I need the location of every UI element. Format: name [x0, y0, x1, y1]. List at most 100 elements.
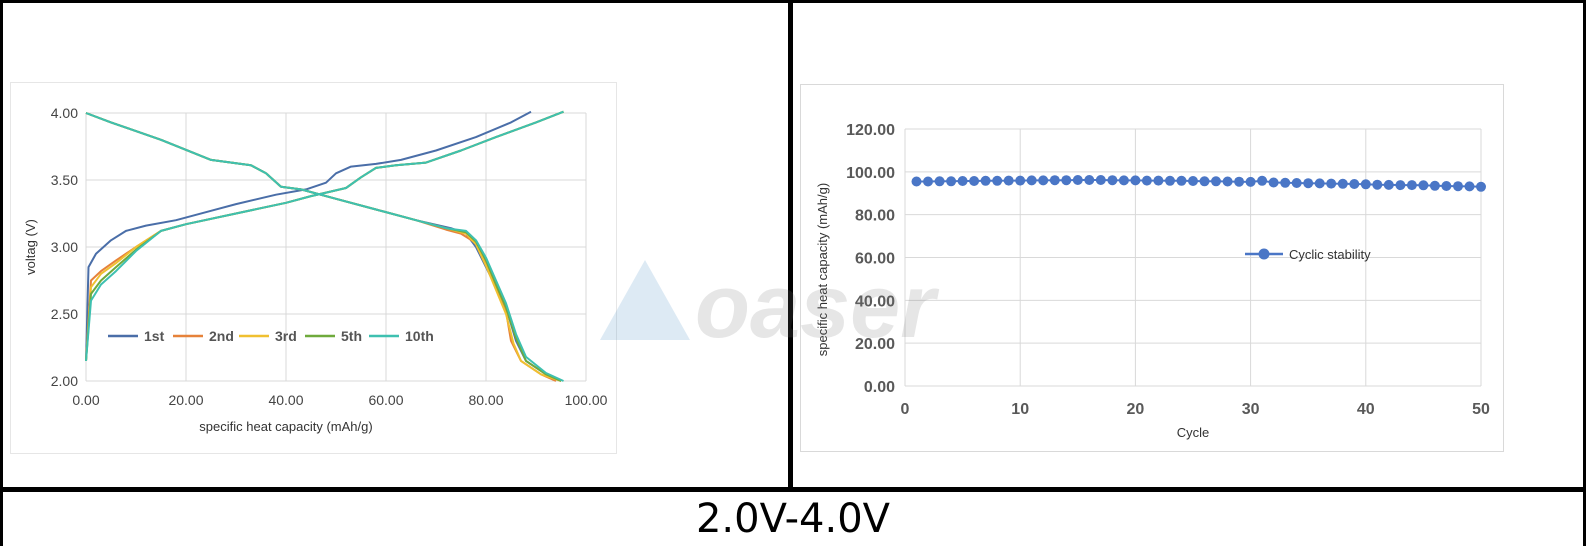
data-point	[1015, 175, 1026, 186]
frame-horizontal-divider	[0, 487, 1586, 492]
legend-label-10th: 10th	[405, 328, 434, 344]
data-point	[1464, 181, 1475, 192]
data-point	[923, 176, 933, 187]
x-tick-label: 100.00	[565, 392, 608, 408]
data-point	[1038, 175, 1049, 186]
charge-discharge-chart: 2.00 2.50 3.00 3.50 4.00 0.00 20.00 40.00 60.00 8…	[23, 105, 608, 434]
data-point	[1406, 180, 1417, 191]
data-point	[1360, 179, 1371, 190]
x-tick-label: 20	[1127, 401, 1145, 418]
series-line-3rd-charge	[85, 110, 564, 361]
legend-label-2nd: 2nd	[209, 328, 234, 344]
data-point	[1303, 178, 1314, 189]
x-tick-label: 60.00	[368, 392, 403, 408]
data-point	[1291, 178, 1302, 188]
data-point	[1072, 175, 1083, 185]
data-point	[1453, 181, 1463, 192]
data-point	[1441, 181, 1452, 191]
x-tick-label: 40.00	[268, 392, 303, 408]
data-point	[911, 176, 922, 187]
frame-middle-divider	[788, 0, 793, 490]
x-tick-label: 50	[1472, 401, 1490, 418]
x-tick-label: 40	[1357, 401, 1375, 418]
data-point	[1349, 179, 1360, 189]
x-tick-label: 80.00	[468, 392, 503, 408]
voltage-range-caption: 2.0V-4.0V	[695, 496, 891, 542]
data-point	[1337, 178, 1348, 189]
data-point	[1314, 178, 1325, 189]
data-point	[934, 176, 945, 187]
y-axis-label: voltag (V)	[23, 219, 38, 275]
data-point	[1476, 181, 1486, 192]
data-point	[1383, 179, 1394, 190]
y-tick-label: 2.50	[51, 306, 78, 322]
data-point	[1188, 176, 1198, 186]
cyclic-stability-chart-panel: 0.00 20.00 40.00 60.00 80.00 100.00 120.00 0 10 2…	[800, 84, 1504, 452]
data-point	[1429, 180, 1440, 191]
legend-label-1st: 1st	[144, 328, 165, 344]
data-point	[1245, 176, 1256, 187]
data-point	[1003, 175, 1014, 186]
data-point	[1118, 175, 1129, 186]
data-point	[1418, 180, 1429, 191]
data-point	[980, 175, 991, 186]
series-line-1st-charge	[85, 110, 532, 361]
x-tick-label: 10	[1011, 401, 1029, 418]
y-axis-label: specific heat capacity (mAh/g)	[815, 183, 830, 356]
legend-label-5th: 5th	[341, 328, 362, 344]
legend-label-3rd: 3rd	[275, 328, 297, 344]
series-line-10th-discharge	[85, 112, 564, 382]
y-tick-label: 4.00	[51, 105, 78, 121]
x-tick-label: 20.00	[168, 392, 203, 408]
cyclic-stability-chart: 0.00 20.00 40.00 60.00 80.00 100.00 120.00 0 10 2…	[815, 122, 1490, 440]
y-tick-label: 80.00	[855, 208, 895, 225]
data-point	[1211, 176, 1221, 187]
series-line-10th-charge	[85, 110, 564, 361]
series-line-2nd-charge	[85, 110, 564, 361]
legend-marker-cyclic-stability	[1258, 248, 1270, 260]
charge-discharge-chart-panel: 2.00 2.50 3.00 3.50 4.00 0.00 20.00 40.00 60.00 8…	[10, 82, 617, 454]
data-point	[1095, 175, 1106, 185]
data-point	[1280, 177, 1291, 188]
data-point	[1061, 175, 1072, 186]
x-axis-label: Cycle	[1177, 425, 1210, 440]
series-line-5th-charge	[85, 110, 564, 361]
y-tick-label: 2.00	[51, 373, 78, 389]
frame-right-border	[1583, 0, 1586, 546]
data-point	[1165, 175, 1175, 186]
data-point	[1130, 175, 1141, 186]
frame-top-border	[0, 0, 1586, 3]
data-point	[1372, 179, 1383, 190]
data-point	[1222, 176, 1233, 187]
data-point	[1049, 175, 1060, 186]
data-point	[1199, 176, 1210, 187]
x-axis-label: specific heat capacity (mAh/g)	[199, 419, 372, 434]
data-point	[1141, 175, 1152, 186]
y-tick-label: 40.00	[855, 293, 895, 310]
x-tick-label: 0	[901, 401, 910, 418]
data-point	[946, 176, 957, 187]
data-point	[1395, 180, 1406, 191]
data-point	[1326, 178, 1337, 189]
data-point	[1176, 175, 1187, 186]
data-point	[992, 175, 1003, 186]
x-tick-label: 30	[1242, 401, 1260, 418]
y-tick-label: 0.00	[864, 379, 895, 396]
data-point	[1026, 175, 1037, 186]
frame-left-border	[0, 0, 3, 546]
data-point	[957, 176, 968, 186]
x-tick-label: 0.00	[72, 392, 99, 408]
data-point	[969, 176, 980, 186]
data-point	[1084, 175, 1095, 185]
y-tick-label: 60.00	[855, 251, 895, 268]
data-point	[1234, 176, 1245, 187]
legend-label-cyclic-stability: Cyclic stability	[1289, 247, 1371, 262]
data-point	[1107, 175, 1118, 186]
data-point	[1268, 177, 1279, 188]
data-point	[1153, 175, 1164, 186]
y-tick-label: 100.00	[846, 165, 895, 182]
data-point	[1257, 175, 1268, 186]
y-tick-label: 20.00	[855, 336, 895, 353]
y-tick-label: 3.00	[51, 239, 78, 255]
